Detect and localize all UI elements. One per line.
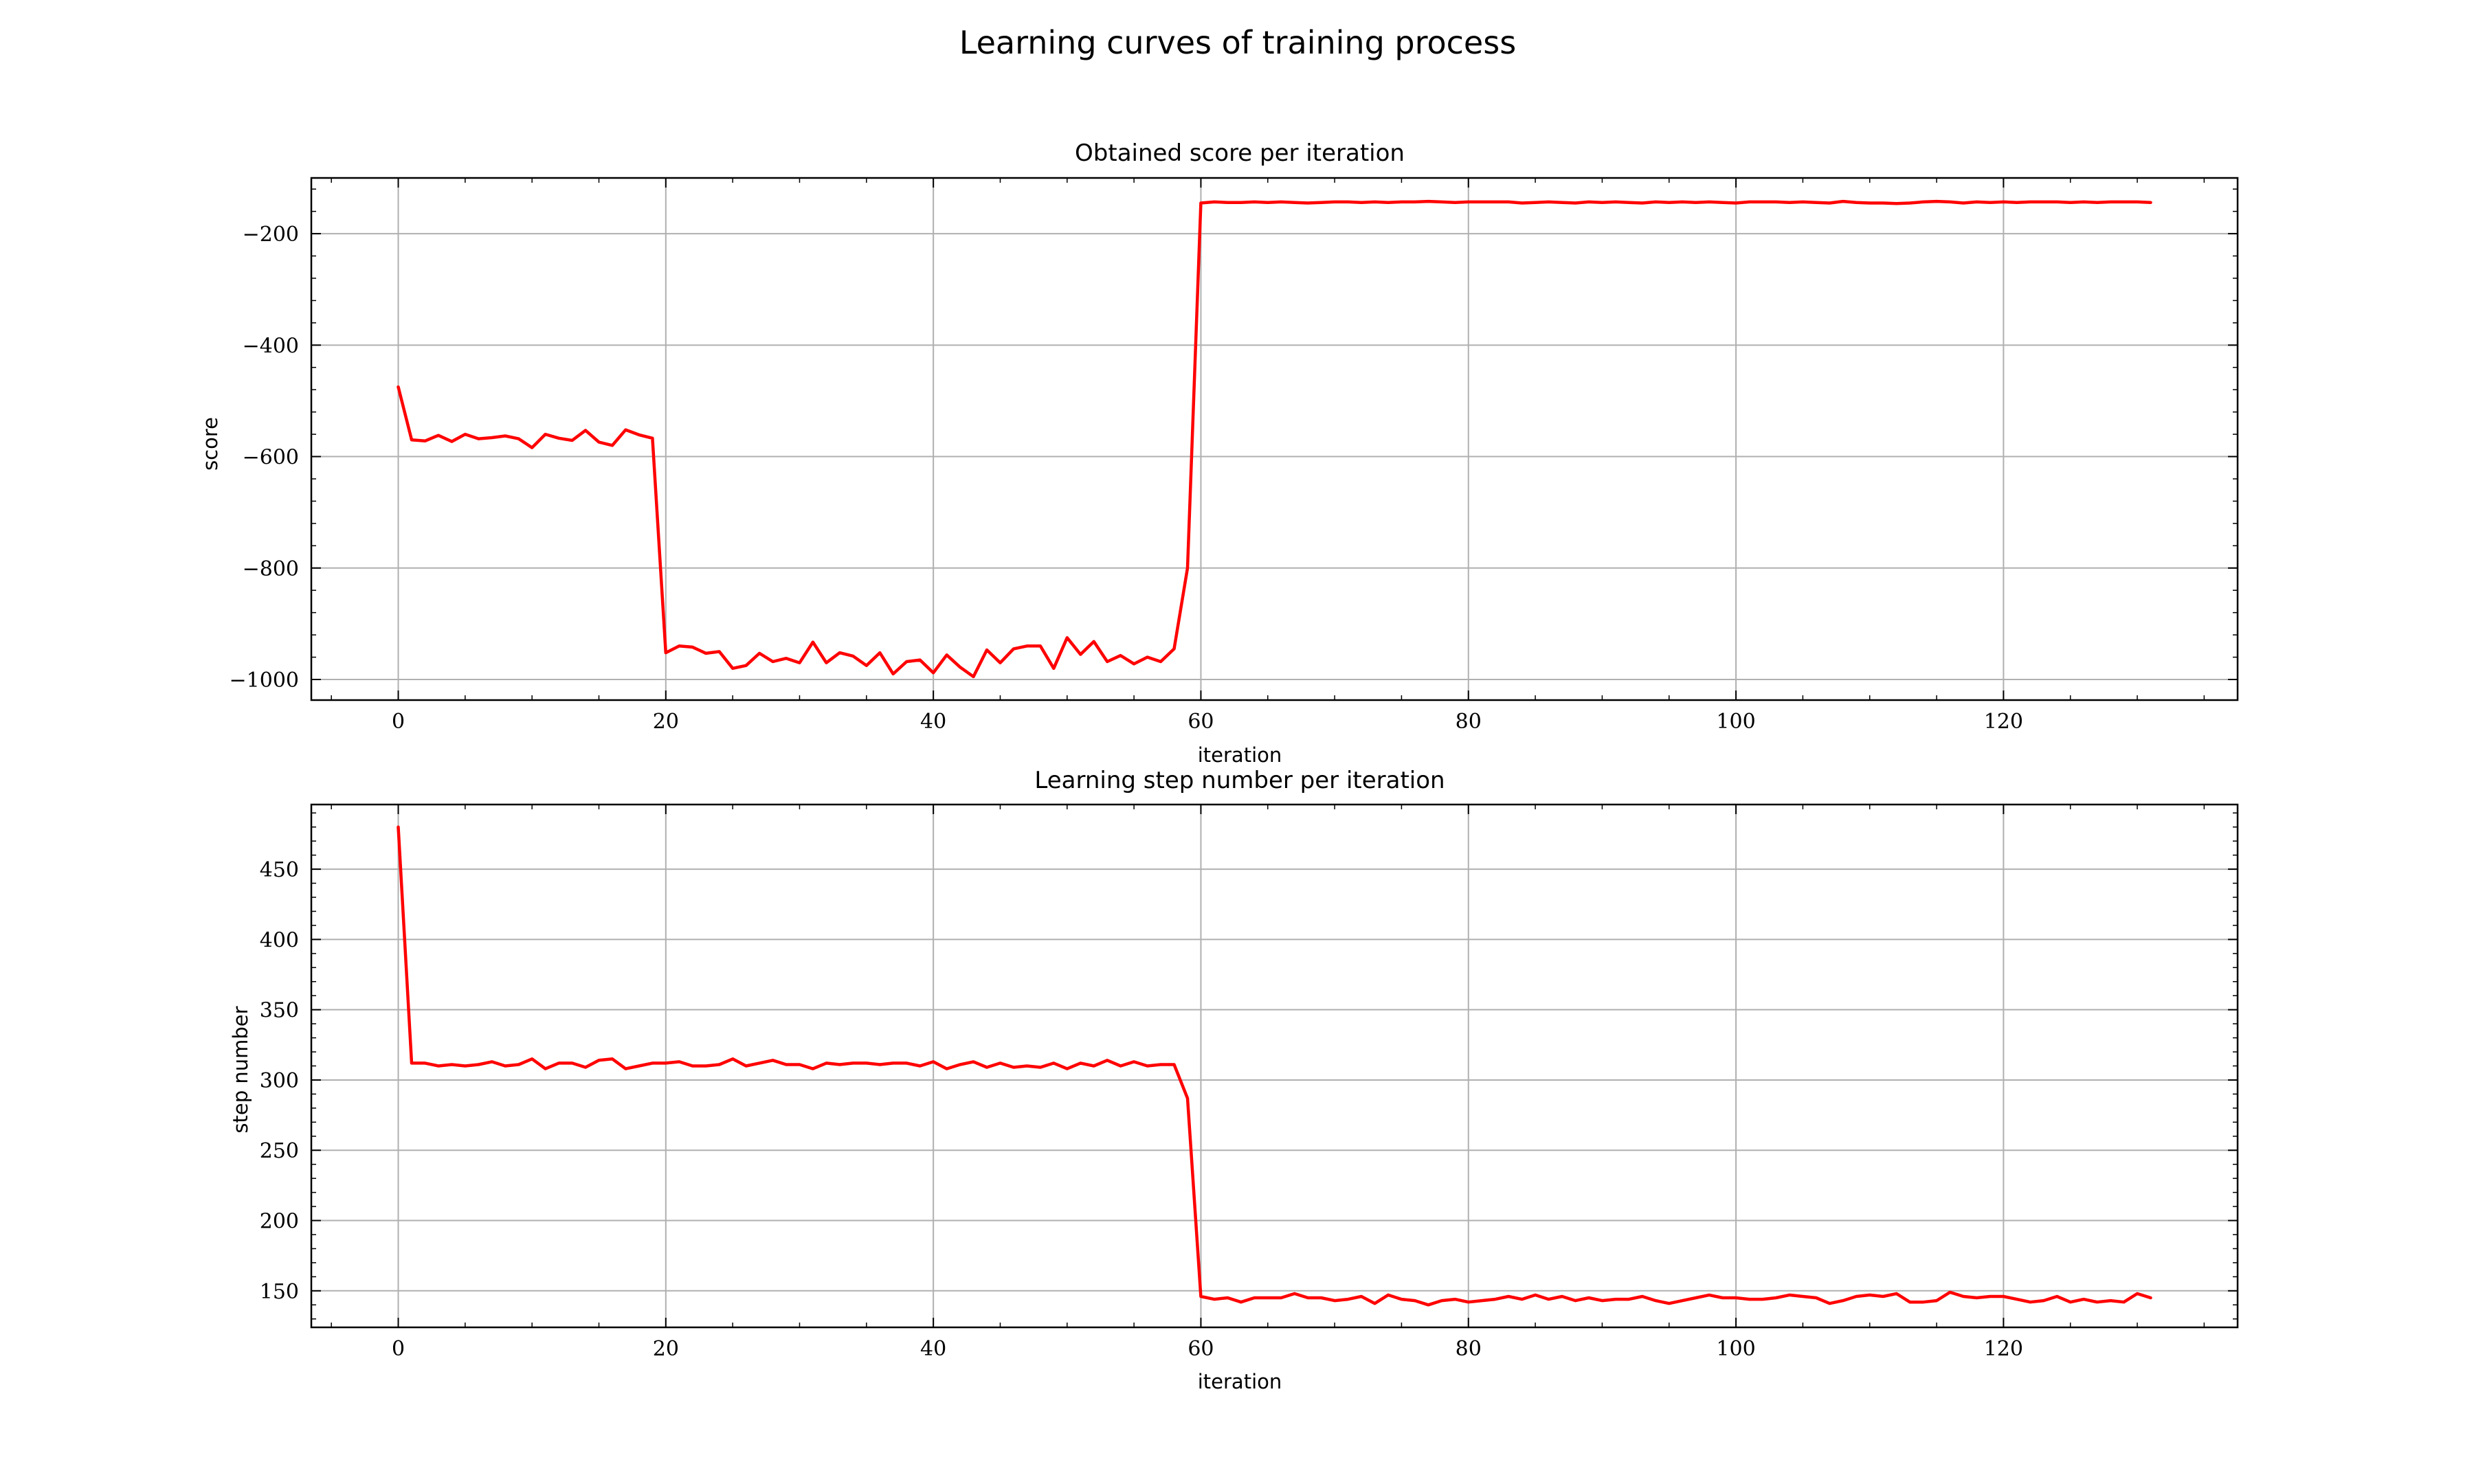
step-number-tick-labels: 0 20 40 60 80 100 120 150 200 250 300 350 400 450 — [260, 858, 2023, 1361]
step-number-line — [397, 825, 2152, 1307]
step-number-x-tick-label: 80 — [1456, 1337, 1482, 1361]
score-grid — [311, 178, 2238, 700]
score-x-tick-label: 60 — [1188, 710, 1214, 734]
step-number-y-tick-label: 300 — [260, 1069, 299, 1093]
score-x-tick-label: 40 — [920, 710, 946, 734]
score-y-tick-label: −800 — [243, 557, 299, 581]
step-number-x-tick-label: 120 — [1984, 1337, 2023, 1361]
score-x-tick-label: 20 — [653, 710, 679, 734]
score-x-tick-label: 80 — [1456, 710, 1482, 734]
step-number-x-tick-label: 100 — [1716, 1337, 1755, 1361]
figure-title: Learning curves of training process — [959, 24, 1516, 61]
step-number-y-tick-label: 200 — [260, 1210, 299, 1234]
score-y-tick-label: −1000 — [230, 668, 299, 693]
step-number-x-tick-label: 60 — [1188, 1337, 1214, 1361]
score-tick-labels: 0 20 40 60 80 100 120 −1000 −800 −600 −400 −200 — [230, 223, 2023, 734]
step-number-grid — [311, 805, 2238, 1327]
score-x-axis-label: iteration — [1198, 743, 1282, 767]
step-number-y-tick-label: 450 — [260, 858, 299, 882]
score-subplot: Obtained score per iteration 0 20 40 60 80 10… — [199, 139, 2239, 767]
score-y-tick-label: −400 — [243, 334, 299, 358]
step-number-y-tick-label: 150 — [260, 1280, 299, 1304]
score-line — [397, 199, 2152, 679]
step-number-subplot: Learning step number per iteration 0 20 40… — [229, 767, 2239, 1393]
step-number-y-tick-label: 400 — [260, 928, 299, 952]
score-y-tick-label: −200 — [243, 223, 299, 247]
step-number-x-tick-label: 40 — [920, 1337, 946, 1361]
score-subplot-title: Obtained score per iteration — [1075, 139, 1405, 167]
step-number-y-tick-label: 250 — [260, 1139, 299, 1163]
score-x-tick-label: 120 — [1984, 710, 2023, 734]
score-ticks — [311, 178, 2238, 700]
score-x-tick-label: 100 — [1716, 710, 1755, 734]
step-number-x-tick-label: 20 — [653, 1337, 679, 1361]
score-x-tick-label: 0 — [392, 710, 405, 734]
score-y-axis-label: score — [199, 417, 222, 471]
step-number-y-tick-label: 350 — [260, 999, 299, 1023]
score-y-tick-label: −600 — [243, 446, 299, 470]
step-number-y-axis-label: step number — [229, 1006, 252, 1133]
score-axes-frame — [310, 177, 2239, 701]
step-number-subplot-title: Learning step number per iteration — [1034, 767, 1445, 794]
step-number-x-tick-label: 0 — [392, 1337, 405, 1361]
step-number-x-axis-label: iteration — [1198, 1370, 1282, 1393]
step-number-ticks — [311, 805, 2238, 1327]
